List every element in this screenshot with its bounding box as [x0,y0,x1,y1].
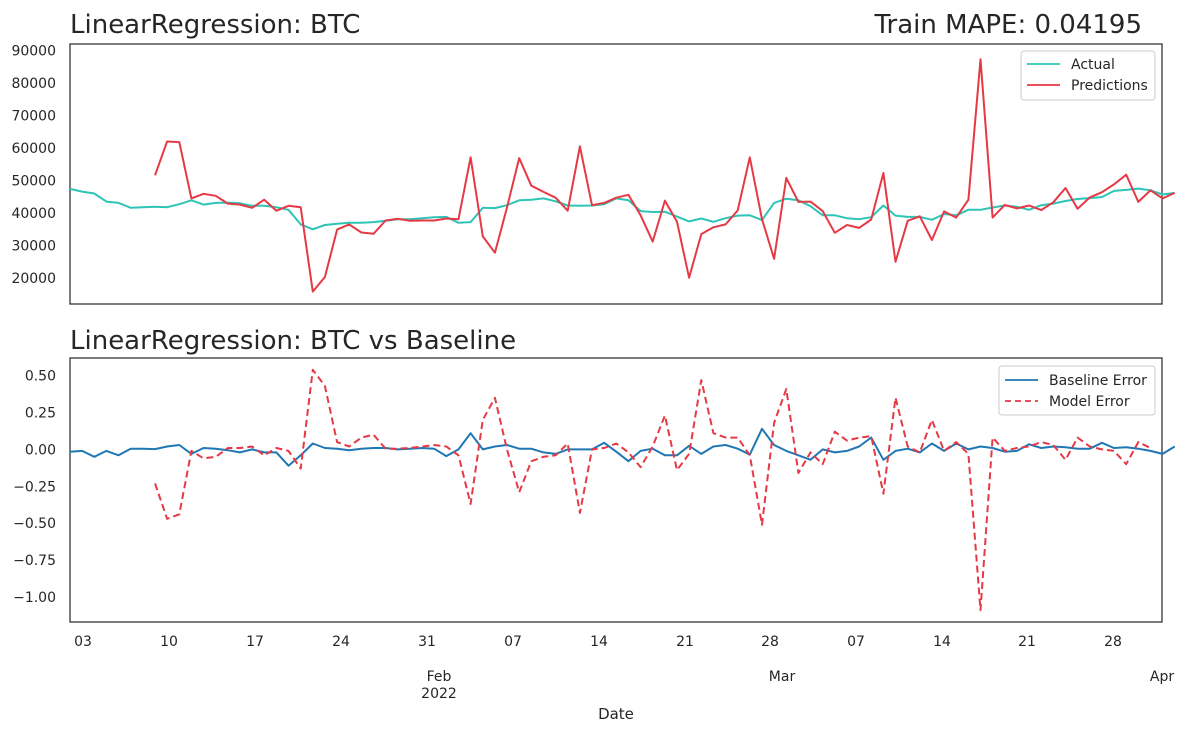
x-tick-label: 14 [590,634,608,650]
legend-label-actual: Actual [1071,57,1115,73]
error-legend: Baseline Error Model Error [998,365,1156,416]
series-line-predictions [154,58,1176,293]
x-tick-label: 07 [504,634,522,650]
y-tick-label: 40000 [11,206,56,222]
train-mape-label: Train MAPE: 0.04195 [873,10,1142,40]
price-series-lines [69,58,1176,293]
error-series-lines [69,368,1176,612]
x-tick-label: 31 [418,634,436,650]
error-y-axis: 0.50 0.25 0.00 −0.25 −0.50 −0.75 −1.00 [13,369,56,606]
x-major-tick-label: Feb [427,669,452,685]
y-tick-label: 20000 [11,271,56,287]
y-tick-label: 80000 [11,76,56,92]
price-y-axis: 20000 30000 40000 50000 60000 70000 80000 90000 [11,44,56,288]
y-tick-label: 70000 [11,109,56,125]
y-tick-label: 0.50 [25,369,56,385]
error-panel: LinearRegression: BTC vs Baseline 0.500.… [13,326,1176,723]
price-panel-frame [69,43,1163,305]
x-tick-label: 07 [847,634,865,650]
x-axis-label: Date [598,705,634,723]
error-legend-box [998,365,1156,416]
x-tick-label: 21 [1018,634,1036,650]
y-tick-label: −0.25 [13,479,56,495]
x-tick-label: 10 [160,634,178,650]
x-tick-label: 03 [74,634,92,650]
x-tick-label: 28 [761,634,779,650]
x-major-tick-label: Apr [1150,669,1174,685]
legend-label-baseline-error: Baseline Error [1049,373,1147,389]
x-major-tick-year: 2022 [421,686,457,702]
y-tick-label: 0.25 [25,406,56,422]
error-panel-frame [69,357,1163,623]
x-tick-label: 21 [676,634,694,650]
y-tick-label: 60000 [11,141,56,157]
y-tick-label: 30000 [11,239,56,255]
x-tick-label: 14 [933,634,951,650]
y-tick-label: −0.50 [13,516,56,532]
price-panel: LinearRegression: BTC Train MAPE: 0.0419… [11,10,1176,305]
x-tick-label: 17 [246,634,264,650]
y-tick-label: −0.75 [13,553,56,569]
y-tick-label: 90000 [11,44,56,60]
y-tick-label: −1.00 [13,590,56,606]
price-legend: Actual Predictions [1020,50,1156,101]
price-panel-title: LinearRegression: BTC [70,10,360,40]
y-tick-label: 0.00 [25,442,56,458]
series-line-model-error [154,368,1151,612]
series-line-baseline-error [69,427,1176,467]
x-tick-label: 28 [1104,634,1122,650]
x-tick-label: 24 [332,634,350,650]
x-major-tick-label: Mar [769,669,796,685]
legend-label-predictions: Predictions [1071,78,1148,94]
y-tick-label: 50000 [11,174,56,190]
error-panel-title: LinearRegression: BTC vs Baseline [70,326,516,356]
legend-label-model-error: Model Error [1049,394,1130,410]
